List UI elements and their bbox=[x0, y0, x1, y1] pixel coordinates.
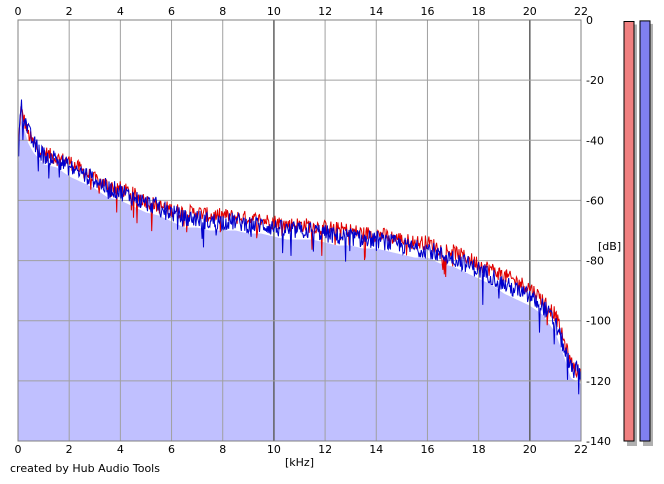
x-tick-label-top: 8 bbox=[219, 5, 226, 18]
series-red-line bbox=[17, 106, 582, 381]
level-meter-bar bbox=[623, 21, 635, 442]
y-tick-label: -120 bbox=[586, 375, 611, 388]
x-tick-label-bottom: 8 bbox=[219, 443, 226, 456]
x-tick-label-top: 18 bbox=[472, 5, 486, 18]
y-tick-label: -60 bbox=[586, 194, 604, 207]
y-tick-label: -20 bbox=[586, 74, 604, 87]
x-tick-label-bottom: 0 bbox=[15, 443, 22, 456]
x-tick-label-bottom: 14 bbox=[369, 443, 383, 456]
x-tick-label-bottom: 4 bbox=[117, 443, 124, 456]
x-tick-label-bottom: 10 bbox=[267, 443, 281, 456]
y-tick-label: -40 bbox=[586, 134, 604, 147]
x-tick-label-top: 10 bbox=[267, 5, 281, 18]
y-tick-label: -100 bbox=[586, 315, 611, 328]
spectrum-fill-area bbox=[18, 120, 581, 442]
x-tick-label-top: 22 bbox=[574, 5, 588, 18]
x-tick-label-top: 20 bbox=[523, 5, 537, 18]
y-tick-label: -140 bbox=[586, 435, 611, 448]
x-tick-label-top: 2 bbox=[66, 5, 73, 18]
x-tick-label-top: 4 bbox=[117, 5, 124, 18]
plot-border bbox=[17, 19, 582, 442]
series-blue-line bbox=[17, 99, 582, 395]
x-axis-label: [kHz] bbox=[285, 456, 314, 469]
x-tick-label-bottom: 16 bbox=[420, 443, 434, 456]
x-tick-label-top: 14 bbox=[369, 5, 383, 18]
x-tick-label-top: 16 bbox=[420, 5, 434, 18]
x-tick-label-bottom: 6 bbox=[168, 443, 175, 456]
y-tick-label: 0 bbox=[586, 14, 593, 27]
x-tick-label-bottom: 18 bbox=[472, 443, 486, 456]
y-axis-label: [dB] bbox=[598, 240, 621, 253]
credit-text: created by Hub Audio Tools bbox=[10, 462, 160, 475]
x-tick-label-top: 12 bbox=[318, 5, 332, 18]
x-tick-label-bottom: 2 bbox=[66, 443, 73, 456]
x-tick-label-bottom: 12 bbox=[318, 443, 332, 456]
x-tick-label-top: 0 bbox=[15, 5, 22, 18]
x-tick-label-bottom: 22 bbox=[574, 443, 588, 456]
level-meter-bar bbox=[639, 20, 651, 442]
x-tick-label-top: 6 bbox=[168, 5, 175, 18]
y-tick-label: -80 bbox=[586, 255, 604, 268]
x-tick-label-bottom: 20 bbox=[523, 443, 537, 456]
